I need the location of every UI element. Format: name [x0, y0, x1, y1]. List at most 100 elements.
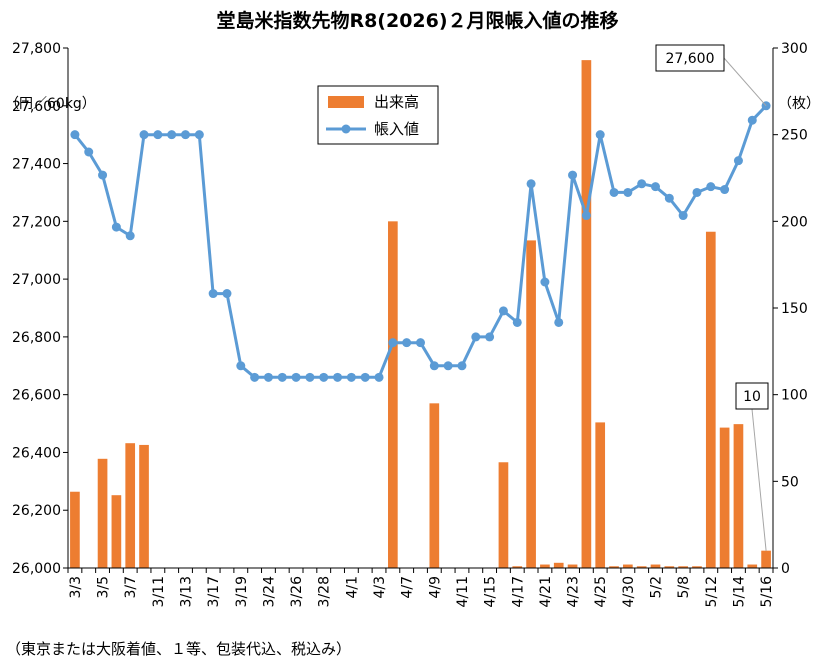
left-tick-label: 26,400 [12, 445, 61, 461]
settlement-point [402, 338, 412, 348]
legend-label: 帳入値 [374, 120, 419, 138]
legend-swatch-marker [341, 124, 351, 134]
callouts: 27,600 10 [655, 44, 769, 551]
x-tick-label: 3/5 [96, 576, 112, 599]
settlement-point [139, 130, 149, 140]
right-tick-label: 300 [781, 41, 808, 57]
left-tick-label: 27,600 [12, 99, 61, 115]
volume-bar [719, 427, 730, 568]
right-tick-label: 200 [781, 214, 808, 230]
volume-bar [636, 566, 647, 568]
callout-label: 10 [743, 389, 761, 405]
volume-bar [581, 60, 592, 569]
volume-bar [388, 221, 398, 569]
volume-bar [512, 566, 523, 568]
x-tick-label: 5/8 [676, 576, 692, 599]
right-axis-unit: （枚） [778, 96, 820, 112]
settlement-point [457, 361, 467, 371]
volume-bar [705, 231, 716, 568]
x-tick-label: 3/24 [261, 576, 277, 608]
right-tick-label: 250 [781, 128, 808, 144]
volume-bar [540, 564, 550, 568]
right-tick-label: 0 [781, 561, 790, 577]
settlement-point [664, 193, 674, 203]
left-tick-label: 26,200 [12, 503, 61, 519]
settlement-point [678, 211, 688, 221]
volume-bar [125, 443, 136, 568]
left-tick-label: 27,200 [12, 214, 61, 230]
callout-leader [723, 57, 767, 107]
settlement-point [581, 211, 591, 221]
x-tick-label: 4/1 [344, 576, 360, 599]
settlement-point [360, 372, 370, 382]
x-tick-label: 4/11 [455, 576, 471, 607]
settlement-point [250, 372, 260, 382]
x-tick-label: 3/7 [123, 576, 139, 599]
settlement-point [98, 170, 108, 180]
x-tick-label: 4/9 [427, 576, 443, 599]
volume-bar [111, 495, 122, 568]
x-tick-label: 5/16 [759, 576, 775, 608]
settlement-point [153, 130, 163, 140]
settlement-point [568, 170, 578, 180]
legend-swatch-bar [328, 96, 364, 108]
x-tick-label: 5/14 [731, 576, 747, 608]
settlement-line-path [73, 104, 768, 379]
callout-leader [751, 408, 767, 551]
settlement-point [181, 130, 190, 140]
right-tick-label: 50 [781, 474, 799, 490]
settlement-point [291, 372, 301, 382]
settlement-point [747, 115, 757, 125]
settlement-point [429, 361, 439, 371]
x-tick-label: 3/19 [234, 576, 250, 607]
settlement-point [319, 372, 329, 382]
volume-bar [761, 550, 771, 568]
volume-bar [139, 444, 149, 568]
callout-label: 27,600 [666, 51, 715, 67]
settlement-point [471, 332, 481, 342]
footnote: （東京または大阪着値、１等、包装代込、税込み） [6, 640, 352, 658]
volume-bar [664, 566, 675, 568]
volume-bar [733, 424, 744, 568]
volume-bar [609, 566, 619, 568]
volume-bar [595, 422, 606, 568]
x-tick-label: 3/13 [179, 576, 195, 607]
x-tick-label: 5/2 [649, 576, 665, 599]
settlement-point [512, 317, 522, 327]
settlement-point [125, 231, 135, 241]
settlement-point [692, 187, 702, 197]
callout-box [655, 44, 725, 72]
settlement-point [609, 187, 619, 197]
settlement-point [540, 277, 550, 287]
settlement-point [208, 289, 218, 299]
volume-bar [567, 564, 578, 568]
left-tick-label: 26,600 [12, 388, 61, 404]
volume-bar [623, 564, 633, 568]
volume-bar [526, 240, 536, 568]
left-tick-label: 27,800 [12, 41, 61, 57]
settlement-point [333, 372, 343, 382]
x-tick-label: 4/7 [400, 576, 416, 599]
settlement-point [70, 130, 80, 140]
settlement-point [277, 372, 287, 382]
settlement-point [651, 182, 660, 192]
settlement-point [416, 338, 425, 348]
volume-bar [692, 566, 702, 568]
axes: 26,000 26,200 26,400 26,600 26,800 27,000 27,2… [5, 41, 820, 607]
left-tick-label: 27,400 [12, 157, 61, 173]
settlement-point [236, 361, 246, 371]
volume-bar [678, 566, 688, 568]
x-tick-label: 3/26 [289, 576, 305, 608]
x-tick-label: 3/17 [206, 576, 222, 607]
x-tick-label: 4/21 [538, 576, 554, 607]
settlement-point [526, 179, 536, 189]
left-tick-label: 26,000 [12, 561, 61, 577]
right-tick-label: 150 [781, 301, 808, 317]
right-tick-label: 100 [781, 388, 808, 404]
callout-box [735, 382, 769, 410]
settlement-point [554, 317, 564, 327]
settlement-point [388, 338, 398, 348]
settlement-point [623, 187, 633, 197]
